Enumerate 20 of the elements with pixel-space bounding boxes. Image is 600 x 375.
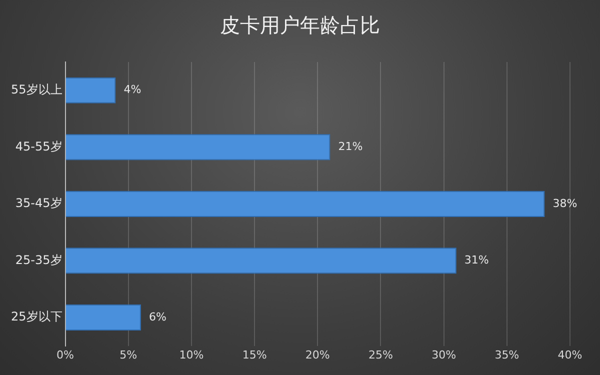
y-tick-label: 45-55岁 [15,139,62,154]
x-tick-label: 0% [56,348,74,362]
x-tick-label: 35% [494,348,520,362]
y-tick-label: 25-35岁 [15,252,62,267]
data-label: 6% [148,310,166,324]
y-tick-label: 35-45岁 [15,196,62,210]
x-tick-label: 25% [368,348,393,362]
y-tick-label: 25岁以下 [10,310,62,324]
x-tick-label: 40% [558,348,582,362]
data-label: 31% [464,254,489,267]
x-tick-label: 10% [179,348,204,362]
data-label: 38% [552,196,578,210]
data-label: 21% [338,140,363,153]
chart-title: 皮卡用户年龄占比 [219,12,381,39]
data-label: 4% [124,83,142,96]
x-tick-label: 30% [432,348,456,362]
x-tick-label: 20% [305,348,330,362]
x-tick-label: 15% [242,348,267,362]
x-tick-label: 5% [120,348,138,362]
y-tick-label: 55岁以上 [10,82,62,97]
